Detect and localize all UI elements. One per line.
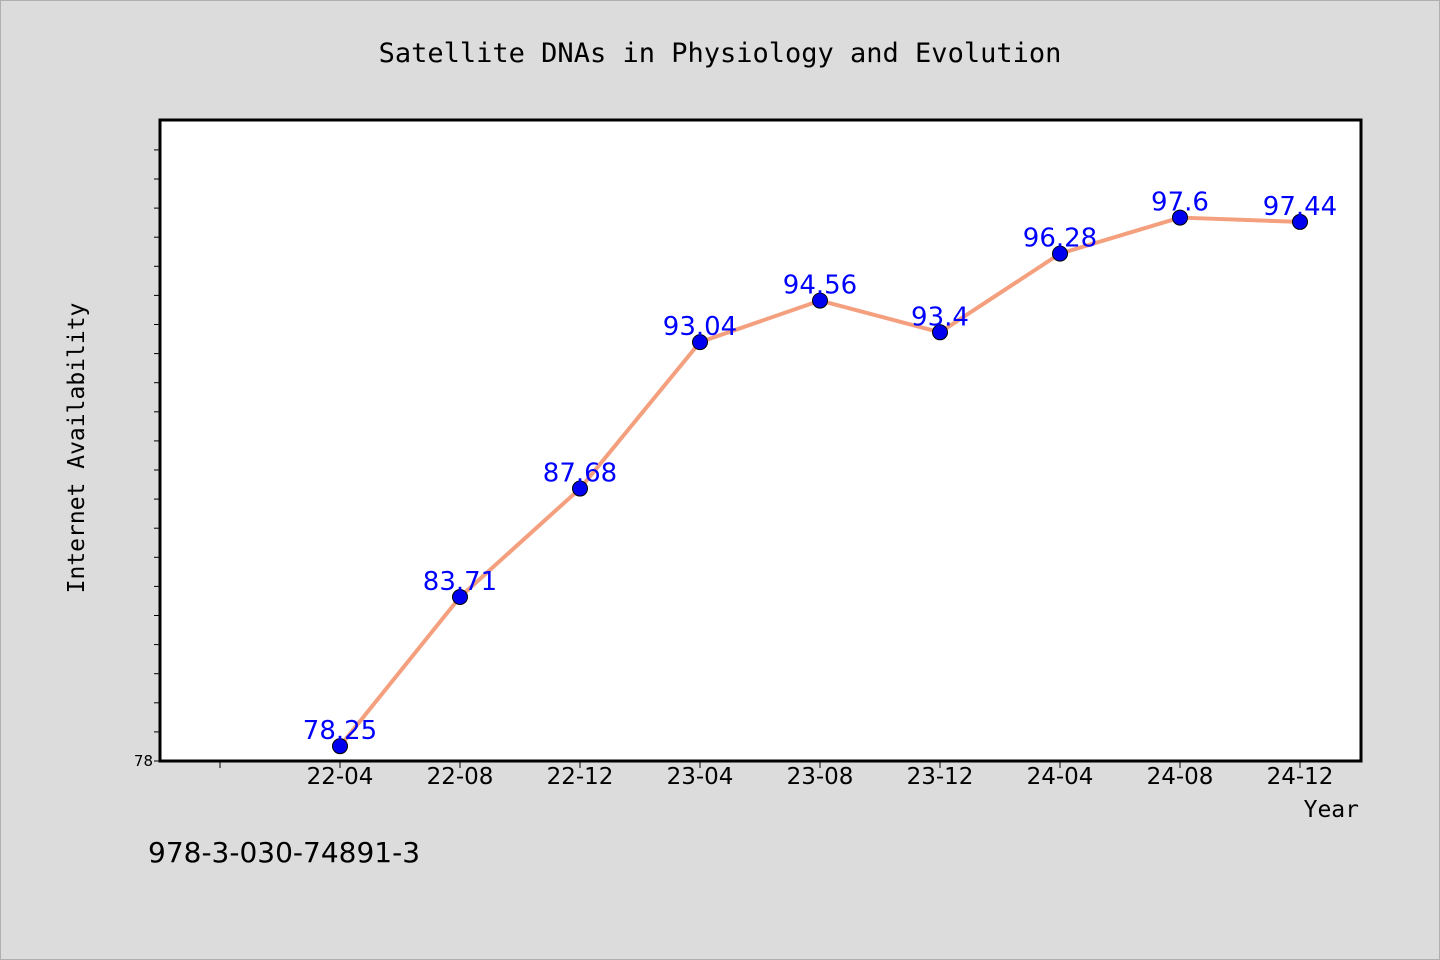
data-point <box>1052 245 1068 262</box>
data-label: 93.04 <box>663 312 737 342</box>
data-label: 97.6 <box>1151 188 1209 218</box>
x-tick-label: 22-12 <box>547 764 614 790</box>
data-point <box>332 738 348 755</box>
chart-title: Satellite DNAs in Physiology and Evoluti… <box>379 38 1062 69</box>
data-label: 97.44 <box>1263 192 1337 222</box>
plot-area <box>158 118 1363 763</box>
series-group: 78.25 83.71 87.68 93.04 94.56 93.4 96.28 97.6 97… <box>303 188 1337 755</box>
x-axis-ticks: 22-04 22-08 22-12 23-04 23-08 23-12 24-04 24-08… <box>219 761 1334 790</box>
data-point <box>812 292 828 309</box>
y-axis-label: Internet Availability <box>64 303 90 594</box>
isbn-footer: 978-3-030-74891-3 <box>148 836 420 869</box>
x-axis-label: Year <box>1304 797 1359 823</box>
data-point <box>1172 209 1188 226</box>
data-label: 87.68 <box>543 459 617 489</box>
y-axis-ticks <box>154 149 160 762</box>
data-label: 96.28 <box>1023 224 1097 254</box>
x-tick-label: 22-08 <box>427 764 494 790</box>
data-point <box>1292 213 1308 230</box>
x-tick-label: 23-08 <box>787 764 854 790</box>
data-label: 78.25 <box>303 716 377 746</box>
data-point <box>932 324 948 341</box>
data-point <box>692 334 708 351</box>
x-tick-label: 22-04 <box>307 764 374 790</box>
data-point <box>452 589 468 606</box>
x-tick-label: 24-12 <box>1267 764 1334 790</box>
y-axis-min-label: 78 <box>134 752 153 770</box>
x-tick-label: 23-04 <box>667 764 734 790</box>
data-label: 94.56 <box>783 271 857 301</box>
x-tick-label: 24-04 <box>1027 764 1094 790</box>
x-tick-label: 23-12 <box>907 764 974 790</box>
data-label: 93.4 <box>911 302 969 332</box>
x-tick-label: 24-08 <box>1147 764 1214 790</box>
data-label: 83.71 <box>423 567 497 597</box>
data-point <box>572 480 588 497</box>
